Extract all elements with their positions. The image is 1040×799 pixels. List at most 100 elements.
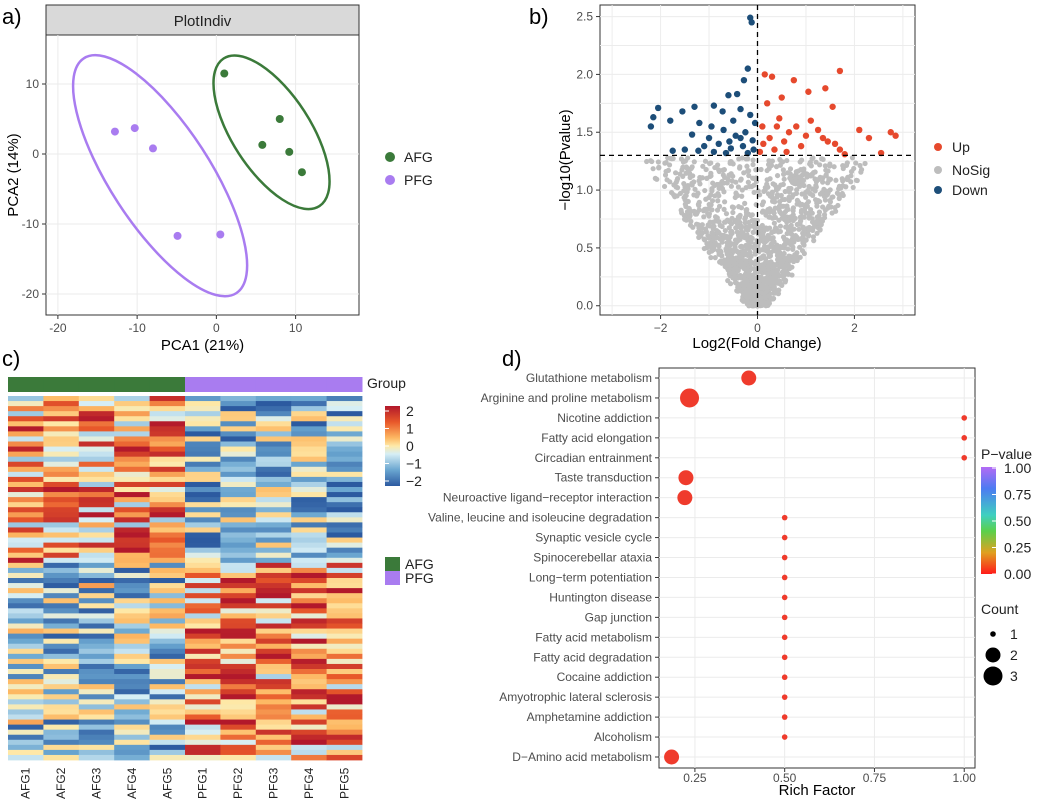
volcano-point-nosig (774, 269, 780, 275)
volcano-point-nosig (681, 194, 687, 201)
heatmap-cell (185, 532, 221, 538)
volcano-point-nosig (853, 177, 859, 183)
heatmap-cell (149, 471, 186, 478)
heatmap-cell (8, 588, 44, 594)
heatmap-cell (8, 684, 44, 690)
heatmap-cell (326, 674, 363, 680)
heatmap-cell (114, 623, 150, 629)
heatmap-annotation-cell-pfg (185, 377, 221, 392)
heatmap-cell (78, 466, 115, 473)
heatmap-cell (149, 583, 186, 589)
volcano-point-nosig (778, 210, 784, 217)
heatmap-cell (326, 441, 363, 447)
heatmap-cell (291, 406, 327, 412)
volcano-point-nosig (661, 183, 668, 190)
volcano-point-nosig (736, 218, 742, 225)
heatmap-cell (43, 709, 80, 715)
heatmap-cell (185, 638, 221, 645)
volcano-y-tick-label: 0.0 (576, 299, 593, 313)
volcano-point-nosig (832, 205, 838, 211)
volcano-point-nosig (762, 300, 768, 306)
heatmap-cell (291, 719, 327, 726)
heatmap-cell (8, 492, 44, 498)
heatmap-legend-label-afg: AFG (405, 556, 434, 572)
volcano-point-nosig (760, 277, 766, 284)
volcano-point-nosig (725, 262, 731, 268)
heatmap-cell (8, 653, 44, 660)
heatmap-cell (43, 507, 80, 513)
volcano-point-nosig (735, 184, 742, 190)
volcano-point-nosig (813, 159, 819, 165)
heatmap-cell (255, 694, 292, 700)
heatmap-cell (291, 699, 327, 705)
heatmap-cell (185, 512, 221, 518)
heatmap-cell (114, 709, 150, 715)
heatmap-cell (114, 663, 150, 670)
heatmap-cell (291, 497, 327, 503)
heatmap-cell (220, 598, 257, 604)
heatmap-cell (291, 396, 327, 402)
heatmap-cell (78, 593, 115, 599)
heatmap-cell (43, 744, 80, 751)
heatmap-cell (291, 471, 327, 478)
volcano-legend-marker-nosig (934, 166, 942, 174)
heatmap-cell (291, 517, 327, 523)
volcano-point-nosig (704, 175, 710, 181)
heatmap-cell (78, 648, 115, 655)
heatmap-cell (326, 411, 363, 417)
volcano-point-nosig (736, 213, 743, 219)
heatmap-cell (43, 734, 80, 741)
volcano-point-nosig (715, 191, 721, 197)
volcano-point-nosig (785, 206, 791, 213)
heatmap-cell (291, 578, 327, 584)
heatmap-cell (255, 476, 292, 483)
enrichment-pathway-label: Synaptic vesicle cycle (535, 531, 652, 545)
heatmap-legend-swatch-pfg (385, 571, 400, 585)
heatmap-cell (78, 588, 115, 594)
heatmap-cell (78, 618, 115, 624)
volcano-point-nosig (767, 253, 773, 259)
heatmap-cell (255, 648, 292, 655)
heatmap-cell (326, 618, 363, 624)
volcano-point-nosig (708, 170, 714, 176)
heatmap-cell (78, 679, 115, 685)
heatmap-scale-tick-label: 0 (406, 438, 414, 454)
count-legend-marker (985, 647, 1001, 663)
volcano-point-nosig (685, 167, 691, 173)
heatmap-cell (291, 744, 327, 751)
enrichment-pathway-label: Nicotine addiction (557, 411, 652, 425)
heatmap-cell (185, 588, 221, 594)
heatmap-cell (255, 481, 292, 488)
heatmap-cell (255, 699, 292, 705)
volcano-point-nosig (755, 231, 761, 237)
pca-point-afg (258, 140, 267, 149)
heatmap-cell (78, 714, 115, 720)
volcano-point-nosig (763, 209, 769, 215)
enrichment-point (781, 534, 788, 541)
volcano-point-nosig (771, 197, 777, 204)
volcano-point-nosig (686, 214, 692, 220)
volcano-point-nosig (704, 241, 710, 247)
heatmap-cell (114, 729, 150, 736)
heatmap-column-label: AFG5 (160, 767, 174, 799)
enrichment-point (678, 470, 694, 486)
volcano-point-down (727, 145, 735, 152)
volcano-point-nosig (728, 241, 735, 247)
volcano-y-ticks: 0.0 0.5 1.0 1.5 2.0 2.5 (576, 10, 600, 313)
heatmap-cell (255, 658, 292, 665)
volcano-point-up (877, 149, 885, 157)
volcano-point-nosig (755, 188, 761, 194)
volcano-point-nosig (806, 183, 812, 190)
volcano-point-nosig (697, 174, 703, 181)
volcano-point-nosig (794, 175, 800, 181)
volcano-down-points (647, 14, 759, 157)
heatmap-cell (78, 734, 115, 741)
enrichment-points (664, 370, 968, 765)
heatmap-cell (114, 734, 150, 741)
heatmap-column-label: PFG3 (267, 767, 281, 799)
volcano-point-down (650, 114, 657, 121)
heatmap-cell (220, 517, 257, 523)
volcano-point-nosig (801, 166, 807, 172)
heatmap-cell (255, 628, 292, 635)
heatmap-cell (185, 608, 221, 614)
